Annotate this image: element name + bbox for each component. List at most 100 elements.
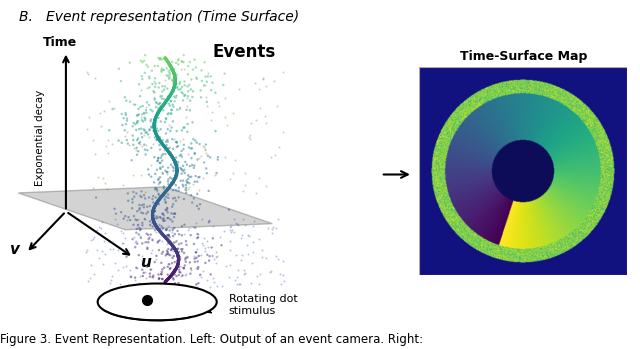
- Point: [151, 201, 161, 207]
- Point: [116, 111, 127, 117]
- Point: [150, 203, 160, 209]
- Point: [173, 254, 184, 260]
- Point: [211, 90, 221, 95]
- Point: [97, 248, 107, 253]
- Point: [163, 179, 173, 184]
- Point: [157, 211, 168, 216]
- Point: [170, 246, 180, 252]
- Point: [220, 71, 230, 76]
- Point: [161, 139, 171, 144]
- Point: [205, 74, 216, 79]
- Point: [149, 205, 159, 211]
- Point: [150, 81, 161, 86]
- Point: [147, 211, 157, 217]
- Point: [122, 118, 132, 124]
- Point: [152, 200, 162, 206]
- Point: [150, 129, 160, 134]
- Point: [196, 68, 207, 73]
- Point: [158, 142, 168, 148]
- Text: Figure 3. Event Representation. Left: Output of an event camera. Right:: Figure 3. Event Representation. Left: Ou…: [0, 333, 423, 346]
- Point: [113, 138, 124, 143]
- Point: [144, 102, 154, 108]
- Point: [168, 244, 179, 250]
- Point: [141, 239, 152, 245]
- Text: B.   Event representation (Time Surface): B. Event representation (Time Surface): [19, 10, 300, 24]
- Point: [136, 172, 147, 178]
- Point: [153, 63, 163, 69]
- Point: [150, 202, 161, 208]
- Point: [149, 205, 159, 210]
- Point: [131, 230, 141, 236]
- Point: [172, 128, 182, 134]
- Point: [206, 87, 216, 93]
- Point: [171, 248, 181, 253]
- Point: [147, 145, 157, 151]
- Point: [163, 187, 173, 193]
- Point: [175, 254, 185, 260]
- Point: [163, 148, 173, 154]
- Point: [153, 110, 163, 116]
- Point: [99, 238, 109, 244]
- Point: [148, 218, 159, 223]
- Point: [173, 262, 183, 268]
- Point: [151, 132, 161, 137]
- Point: [154, 108, 164, 114]
- Point: [164, 145, 175, 151]
- Point: [163, 276, 173, 282]
- Point: [168, 67, 178, 73]
- Point: [143, 209, 153, 215]
- Point: [269, 78, 280, 84]
- Point: [168, 79, 178, 84]
- Point: [154, 191, 164, 196]
- Point: [169, 158, 179, 163]
- Point: [118, 240, 128, 246]
- Point: [170, 82, 180, 88]
- Point: [121, 112, 131, 118]
- Point: [170, 75, 180, 81]
- Point: [129, 146, 139, 151]
- Point: [167, 243, 177, 248]
- Point: [98, 262, 108, 267]
- Point: [200, 245, 211, 251]
- Point: [156, 160, 166, 165]
- Point: [157, 104, 167, 110]
- Point: [169, 157, 179, 163]
- Point: [130, 282, 140, 288]
- Point: [152, 109, 163, 114]
- Point: [157, 169, 167, 175]
- Point: [248, 239, 258, 245]
- Point: [157, 230, 167, 236]
- Point: [148, 273, 159, 279]
- Point: [182, 107, 192, 113]
- Point: [132, 208, 143, 214]
- Point: [104, 127, 115, 133]
- Point: [162, 58, 172, 64]
- Point: [175, 153, 185, 158]
- Point: [142, 85, 152, 91]
- Point: [176, 274, 186, 279]
- Point: [200, 74, 211, 80]
- Point: [149, 126, 159, 132]
- Point: [137, 220, 147, 226]
- Point: [150, 123, 161, 128]
- Point: [173, 259, 184, 265]
- Point: [184, 144, 194, 150]
- Point: [149, 120, 159, 126]
- Point: [232, 274, 242, 280]
- Point: [171, 161, 181, 166]
- Point: [159, 234, 170, 239]
- Point: [191, 255, 202, 261]
- Point: [135, 228, 145, 233]
- Point: [171, 183, 181, 188]
- Point: [169, 85, 179, 90]
- Point: [193, 281, 204, 286]
- Point: [186, 232, 196, 238]
- Point: [157, 93, 167, 99]
- Point: [149, 220, 159, 225]
- Point: [136, 144, 147, 149]
- Point: [129, 234, 139, 240]
- Point: [171, 174, 181, 179]
- Point: [149, 123, 159, 129]
- Point: [163, 181, 173, 187]
- Point: [254, 236, 264, 242]
